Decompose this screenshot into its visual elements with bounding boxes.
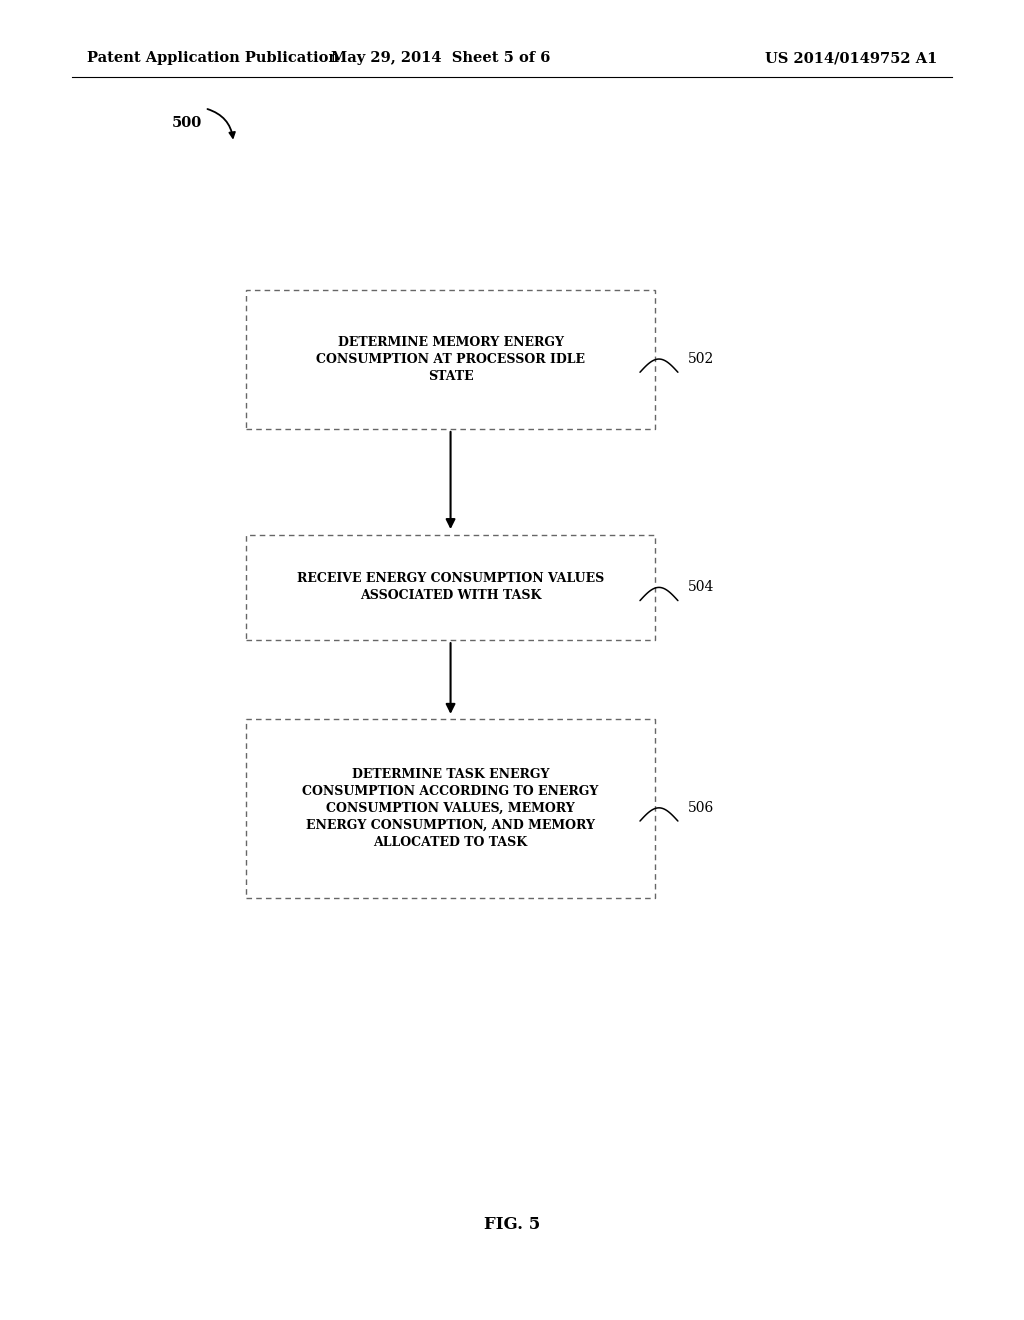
- Text: 500: 500: [172, 116, 203, 129]
- Text: Patent Application Publication: Patent Application Publication: [87, 51, 339, 65]
- Bar: [246, 719, 655, 898]
- Text: 506: 506: [688, 801, 715, 814]
- Bar: [246, 535, 655, 640]
- Text: RECEIVE ENERGY CONSUMPTION VALUES
ASSOCIATED WITH TASK: RECEIVE ENERGY CONSUMPTION VALUES ASSOCI…: [297, 573, 604, 602]
- Text: 502: 502: [688, 352, 715, 366]
- Bar: [246, 290, 655, 429]
- Text: DETERMINE TASK ENERGY
CONSUMPTION ACCORDING TO ENERGY
CONSUMPTION VALUES, MEMORY: DETERMINE TASK ENERGY CONSUMPTION ACCORD…: [302, 768, 599, 849]
- Text: DETERMINE MEMORY ENERGY
CONSUMPTION AT PROCESSOR IDLE
STATE: DETERMINE MEMORY ENERGY CONSUMPTION AT P…: [316, 337, 585, 383]
- Text: US 2014/0149752 A1: US 2014/0149752 A1: [765, 51, 937, 65]
- Text: May 29, 2014  Sheet 5 of 6: May 29, 2014 Sheet 5 of 6: [331, 51, 550, 65]
- Text: 504: 504: [688, 581, 715, 594]
- Text: FIG. 5: FIG. 5: [484, 1217, 540, 1233]
